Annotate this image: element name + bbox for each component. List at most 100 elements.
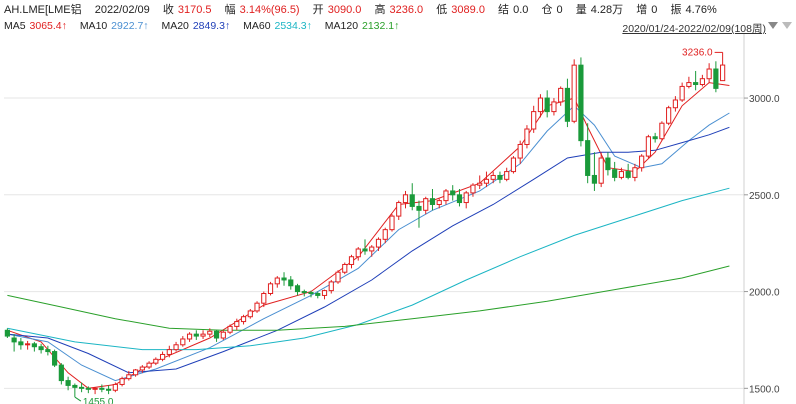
candle-body [585, 140, 591, 176]
candle-body [294, 285, 301, 293]
candle-body [443, 190, 449, 202]
candle-body [396, 202, 402, 217]
candle-body [706, 68, 712, 80]
date-range-selector[interactable]: 2020/01/24-2022/02/09(108周) [622, 23, 766, 35]
candle-body [504, 171, 510, 180]
candle-body [31, 343, 37, 348]
candle-body [45, 349, 51, 353]
increase-value: 0 [651, 4, 658, 16]
settle-value: 0.0 [513, 4, 529, 16]
chevron-down-icon[interactable] [768, 22, 778, 29]
candle-body [483, 178, 490, 184]
candle-body [180, 338, 186, 346]
candle-body [537, 97, 544, 113]
candle-body [672, 99, 678, 109]
y-tick-label: 2000.0 [749, 288, 780, 299]
candle-body [645, 136, 651, 157]
candle-body [490, 174, 496, 180]
min-price-label: 1455.0 [83, 397, 114, 404]
low-label: 低 [436, 4, 448, 16]
candle-body [524, 128, 530, 145]
candle-body [699, 78, 705, 86]
candle-body [166, 349, 172, 355]
settings-dropdown-icon[interactable] [782, 22, 792, 29]
candle-body [497, 174, 503, 180]
candle-body [274, 277, 280, 285]
ma-legend: MA5 3065.4↑ MA10 2922.7↑ MA20 2849.3↑ MA… [4, 19, 400, 34]
candlestick-chart[interactable]: 1500.0 2000.0 2500.0 3000.0 3236.0 1455.0 [0, 34, 796, 404]
candle-body [612, 169, 618, 178]
candle-body [429, 198, 436, 205]
settle-label: 结 [498, 4, 510, 16]
ma20-label: MA20 [161, 20, 189, 32]
ma20-line [7, 126, 730, 374]
symbol: AH.LME[LME铝 [4, 4, 82, 16]
candle-body [52, 351, 58, 366]
increase-label: 增 [636, 4, 648, 16]
candle-body [38, 346, 44, 351]
candle-body [517, 143, 523, 159]
candle-body [220, 331, 226, 339]
candle-body [207, 330, 213, 335]
candle-body [79, 386, 85, 389]
candle-body [693, 82, 699, 86]
ma5-line [7, 82, 730, 389]
candle-body [4, 329, 10, 337]
candle-body [132, 369, 139, 376]
candle-body [362, 248, 368, 252]
y-tick-label: 2500.0 [749, 191, 780, 202]
ma60-value: 2534.3↑ [274, 20, 312, 32]
candle-body [625, 171, 631, 178]
candle-body [58, 364, 64, 382]
oi-value: 0 [556, 4, 563, 16]
candle-body [25, 343, 31, 346]
candle-body [382, 229, 388, 240]
candle-body [267, 283, 274, 295]
candle-body [247, 310, 253, 318]
candle-body [450, 190, 456, 196]
candle-body [564, 87, 571, 122]
candle-body [632, 167, 638, 178]
moving-average-lines [7, 82, 730, 389]
date: 2022/02/09 [94, 4, 150, 16]
candle-body [578, 64, 584, 142]
candle-body [301, 291, 307, 294]
candle-body [402, 194, 409, 204]
candle-body [85, 387, 91, 390]
candle-body [119, 378, 125, 385]
open-label: 开 [312, 4, 324, 16]
candle-body [713, 68, 719, 89]
change-label: 幅 [224, 4, 236, 16]
candle-body [342, 263, 348, 273]
candle-body [605, 157, 611, 171]
ma120-line [7, 265, 730, 331]
close-label: 收 [162, 4, 174, 16]
candle-body [335, 271, 341, 283]
candle-body [315, 293, 321, 296]
candle-body [436, 200, 442, 205]
ma20-value: 2849.3↑ [192, 20, 231, 32]
candle-body [281, 277, 287, 281]
candle-body [308, 292, 314, 295]
close-value: 3170.5 [177, 4, 212, 16]
candle-body [544, 97, 550, 113]
candle-body [18, 341, 24, 346]
candle-body [254, 302, 260, 312]
candle-body [598, 157, 604, 184]
candle-body [558, 87, 564, 103]
candle-body [666, 107, 672, 124]
candle-body [510, 157, 517, 173]
candle-body [105, 388, 112, 391]
max-price-label: 3236.0 [682, 47, 713, 58]
candle-body [65, 380, 71, 386]
candle-body [92, 387, 98, 390]
candle-body [470, 184, 476, 194]
candle-body [639, 155, 645, 169]
high-value: 3236.0 [389, 4, 424, 16]
y-tick-label: 1500.0 [749, 384, 780, 395]
candle-body [99, 387, 105, 390]
candle-body [477, 182, 483, 186]
ma120-value: 2132.1↑ [361, 20, 400, 32]
candle-body [348, 256, 355, 265]
low-value: 3089.0 [451, 4, 485, 16]
